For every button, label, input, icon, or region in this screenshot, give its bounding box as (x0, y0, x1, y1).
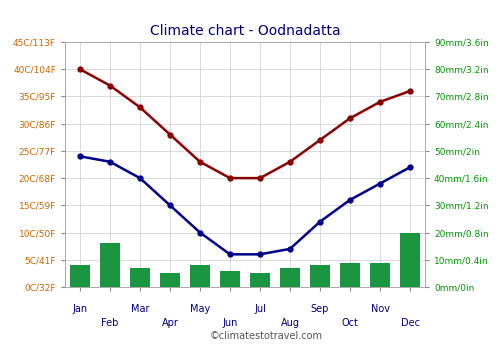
Text: Feb: Feb (102, 317, 118, 328)
Text: ©climatestotravel.com: ©climatestotravel.com (210, 331, 323, 341)
Bar (310, 265, 330, 287)
Text: Jan: Jan (72, 304, 88, 314)
Text: Apr: Apr (162, 317, 178, 328)
Bar (280, 268, 300, 287)
Bar (400, 232, 420, 287)
Text: Aug: Aug (280, 317, 299, 328)
Bar (250, 273, 270, 287)
Text: Mar: Mar (131, 304, 149, 314)
Bar (220, 271, 240, 287)
Bar (130, 268, 150, 287)
Text: Jul: Jul (254, 304, 266, 314)
Legend: Prec, Min, Max: Prec, Min, Max (67, 349, 240, 350)
Text: Oct: Oct (342, 317, 358, 328)
Text: Jun: Jun (222, 317, 238, 328)
Text: Sep: Sep (311, 304, 329, 314)
Title: Climate chart - Oodnadatta: Climate chart - Oodnadatta (150, 24, 340, 38)
Bar (370, 262, 390, 287)
Text: Dec: Dec (400, 317, 419, 328)
Text: Nov: Nov (370, 304, 390, 314)
Bar (100, 244, 120, 287)
Bar (340, 262, 360, 287)
Bar (160, 273, 180, 287)
Text: May: May (190, 304, 210, 314)
Bar (70, 265, 90, 287)
Bar (190, 265, 210, 287)
